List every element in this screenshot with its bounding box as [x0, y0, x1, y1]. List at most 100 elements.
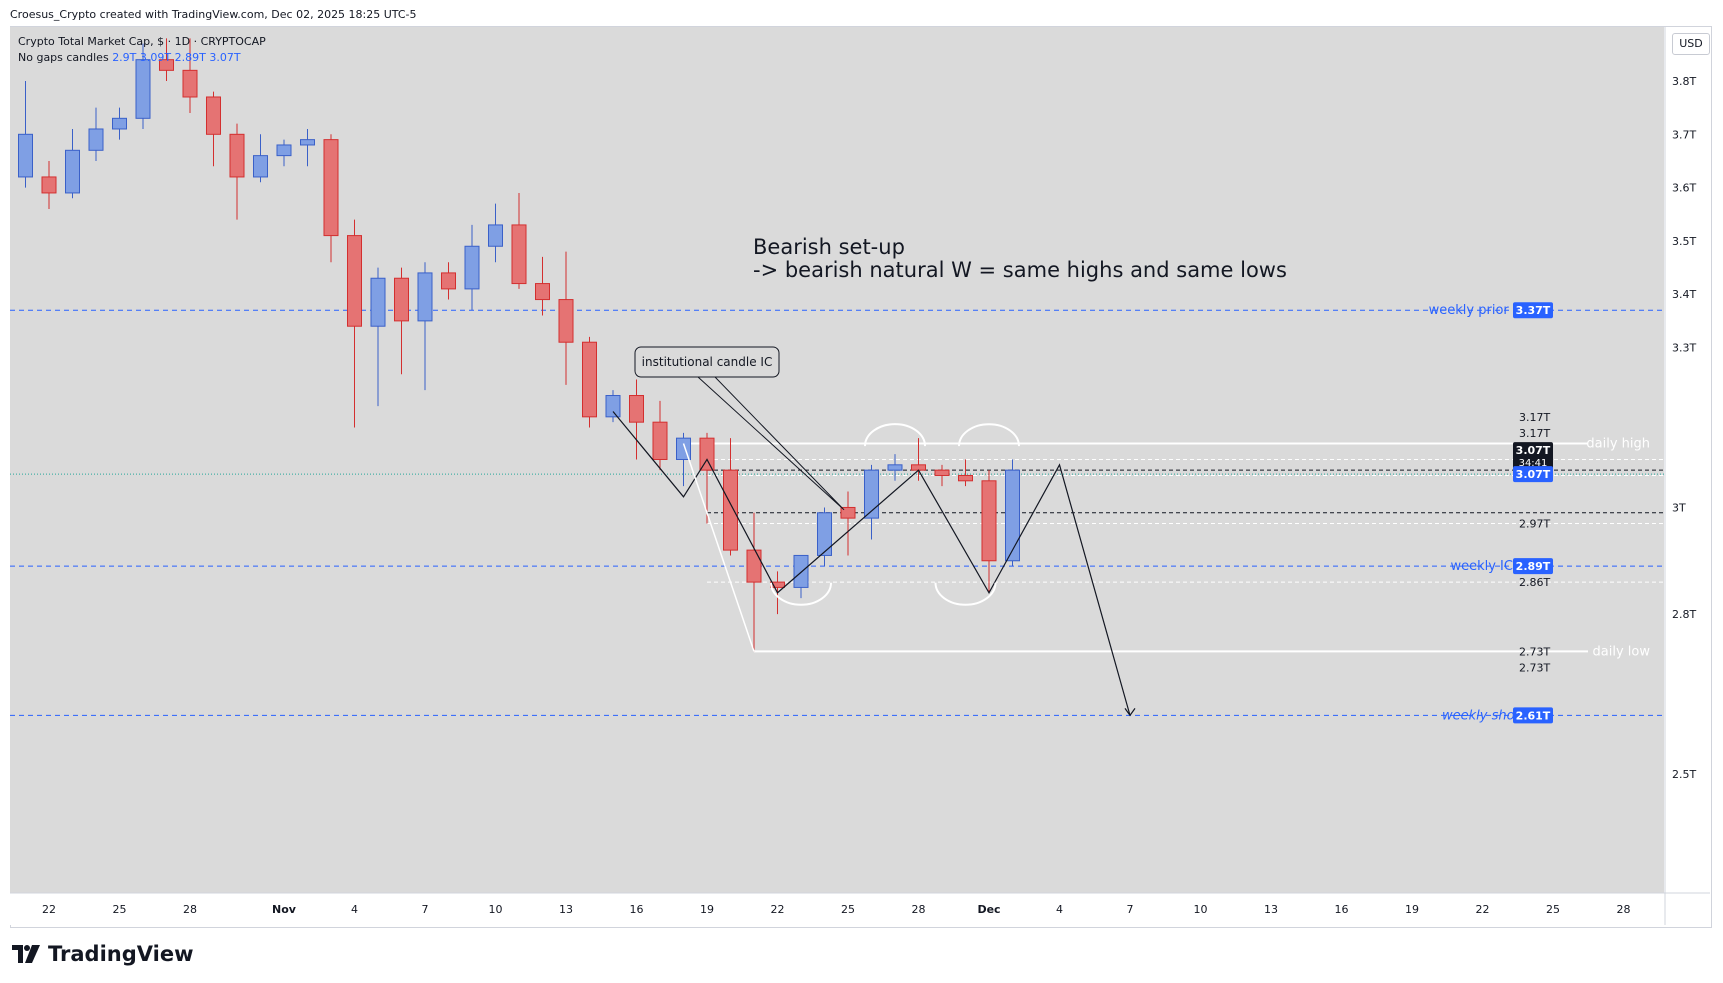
candle[interactable] [441, 262, 456, 300]
level-badge[interactable]: 2.61T [1513, 707, 1553, 724]
ic-callout[interactable]: institutional candle IC [634, 346, 845, 511]
candle[interactable] [347, 219, 362, 428]
candle[interactable] [488, 203, 503, 263]
last-price-text: 3.07T [1516, 444, 1551, 457]
candle-body [300, 139, 315, 146]
candle-body [253, 155, 268, 178]
candle[interactable] [511, 192, 527, 289]
callout-box [634, 346, 780, 378]
level-badge[interactable]: 3.37T [1513, 302, 1553, 319]
candle[interactable] [840, 491, 856, 556]
candle[interactable] [253, 134, 268, 183]
price-axis-labels: 3.17T3.17T3.14T3.09T2.97T2.86T2.73T2.73T… [1513, 302, 1553, 724]
x-tick-label: Dec [977, 903, 1000, 916]
callout-text: institutional candle IC [642, 355, 773, 369]
x-tick-label: 19 [1405, 903, 1419, 916]
candle[interactable] [300, 128, 315, 167]
candle[interactable] [18, 81, 33, 188]
candle[interactable] [417, 262, 433, 391]
legend-low: 2.89T [174, 51, 206, 64]
candle[interactable] [723, 438, 738, 556]
candle[interactable] [135, 43, 151, 129]
y-tick-label: 3.5T [1672, 235, 1696, 248]
candle[interactable] [652, 400, 668, 471]
candle[interactable] [981, 470, 997, 593]
x-tick-label: 25 [841, 903, 855, 916]
badge-text: 3.37T [1516, 304, 1551, 317]
current-price-text: 3.07T [1516, 468, 1551, 481]
y-tick-label: 2.8T [1672, 608, 1696, 621]
candle-body [934, 469, 950, 476]
candle[interactable] [112, 107, 127, 140]
candle-body [652, 421, 668, 460]
projection-path[interactable] [612, 411, 1131, 716]
candle-body [864, 469, 879, 519]
candle[interactable] [464, 224, 480, 311]
candle[interactable] [1005, 459, 1020, 567]
candle[interactable] [276, 139, 292, 167]
candle-body [65, 149, 80, 194]
candle[interactable] [323, 134, 339, 263]
candle-body [135, 59, 151, 119]
candle[interactable] [535, 256, 550, 316]
candle[interactable] [934, 464, 950, 487]
x-tick-label: 22 [771, 903, 785, 916]
candle-body [605, 395, 621, 418]
candle[interactable] [605, 390, 621, 423]
x-tick-label: 16 [1335, 903, 1349, 916]
candle[interactable] [558, 251, 574, 385]
candle-body [229, 133, 245, 178]
y-tick-label: 3.4T [1672, 288, 1696, 301]
time-axis[interactable] [10, 893, 1710, 925]
candle-body [582, 341, 597, 418]
candle[interactable] [887, 454, 903, 481]
candle[interactable] [229, 123, 245, 220]
candle[interactable] [394, 267, 409, 375]
chart-credit: Croesus_Crypto created with TradingView.… [10, 8, 417, 21]
candle[interactable] [206, 91, 221, 167]
bar-countdown: 34:41 [1519, 458, 1548, 469]
candle-body [840, 506, 856, 519]
callout-pointer [697, 376, 845, 511]
candle-body [441, 272, 456, 290]
candle[interactable] [958, 459, 973, 487]
legend-high: 3.09T [139, 51, 172, 64]
plot-area[interactable] [10, 27, 1664, 893]
badge-bg [1513, 302, 1553, 319]
same-high-arc [958, 423, 1020, 447]
candle[interactable] [159, 38, 174, 81]
level-badge[interactable]: 2.89T [1513, 558, 1553, 575]
candle-body [276, 144, 292, 157]
candle[interactable] [864, 464, 879, 540]
candle[interactable] [629, 379, 644, 460]
candle-body [370, 277, 386, 327]
legend-subtitle: No gaps candles [18, 51, 109, 64]
x-tick-label: 4 [351, 903, 358, 916]
candle-body [511, 224, 527, 285]
candle-body [793, 554, 809, 588]
y-tick-label: 3.7T [1672, 128, 1696, 141]
legend-open: 2.9T [112, 51, 137, 64]
candle-body [558, 299, 574, 343]
price-axis[interactable] [1665, 27, 1710, 893]
candle[interactable] [699, 432, 715, 524]
candle[interactable] [41, 160, 57, 209]
candle[interactable] [88, 107, 104, 161]
x-tick-label: 28 [912, 903, 926, 916]
candle[interactable] [182, 38, 198, 113]
current-price-badge[interactable]: 3.07T [1513, 466, 1553, 483]
currency-selector[interactable]: USD [1672, 33, 1710, 55]
candle[interactable] [582, 336, 597, 428]
tradingview-wordmark: TradingView [48, 942, 194, 966]
tradingview-logo[interactable]: TradingView [12, 942, 193, 966]
candle[interactable] [65, 128, 80, 199]
candle[interactable] [817, 507, 832, 567]
candle[interactable] [746, 512, 762, 652]
candle[interactable] [370, 267, 386, 407]
candle[interactable] [793, 554, 809, 599]
candle-body [323, 139, 339, 237]
same-low-arc [934, 582, 997, 606]
level-label: daily high [1586, 436, 1650, 451]
